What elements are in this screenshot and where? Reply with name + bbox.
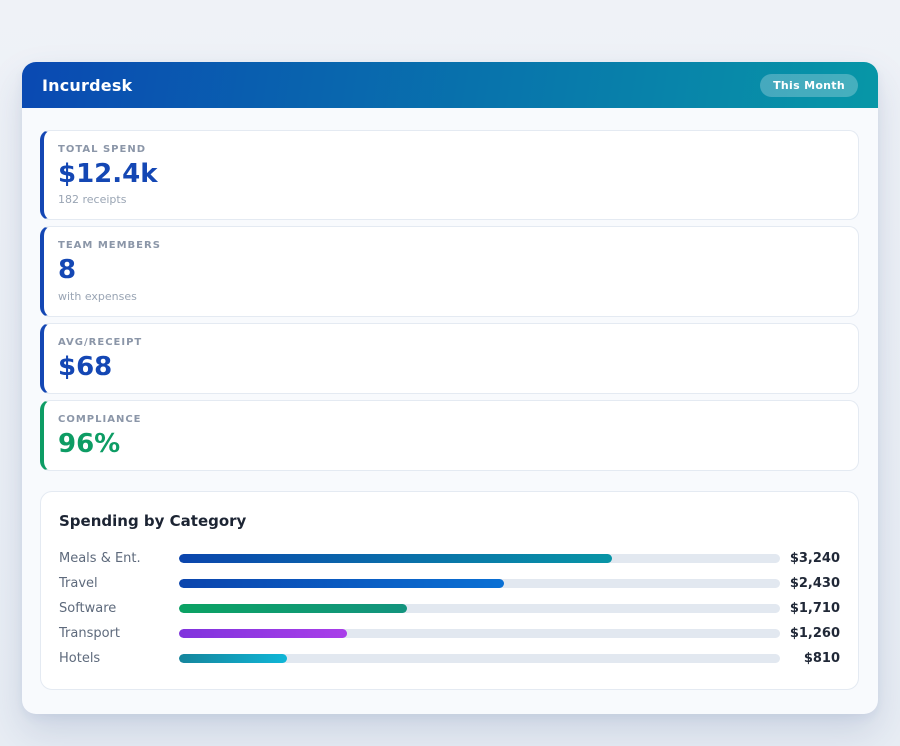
category-row-software: Software $1,710 [59,596,840,621]
category-bar-track [179,554,780,564]
category-bar-fill [179,629,348,639]
category-label: Hotels [59,651,101,667]
spending-by-category-card: Spending by Category Meals & Ent. $3,240… [40,491,859,691]
category-label: Transport [59,626,121,642]
category-bar-track [179,579,780,589]
category-value: $2,430 [789,576,840,592]
category-bar-track [179,604,780,614]
incurdesk-dashboard: Incurdesk This Month TOTAL SPEND $12.4k … [22,62,878,715]
category-row-hotels: Hotels $810 [59,646,840,671]
category-label: Meals & Ent. [59,551,141,567]
category-bar-fill [179,579,504,589]
category-label: Travel [59,576,98,592]
stat-subtext: 182 receipts [58,193,127,207]
stat-label: AVG/RECEIPT [58,336,143,348]
category-label: Software [59,601,117,617]
chart-title: Spending by Category [59,512,247,531]
category-value: $1,710 [789,601,840,617]
category-bar-track [179,629,780,639]
dashboard-content: TOTAL SPEND $12.4k 182 receipts TEAM MEM… [22,108,878,714]
category-row-meals: Meals & Ent. $3,240 [59,546,840,571]
stat-subtext: with expenses [58,289,137,303]
category-value: $1,260 [789,626,840,642]
stat-card-compliance: COMPLIANCE 96% [40,399,859,472]
stat-value: 8 [58,255,77,286]
stat-card-avg-receipt: AVG/RECEIPT $68 [40,322,859,394]
stat-value: $12.4k [58,159,158,189]
period-badge[interactable]: This Month [760,73,858,97]
stat-value: 96% [58,428,121,459]
category-bar-fill [179,604,408,614]
category-row-travel: Travel $2,430 [59,571,840,596]
category-bar-fill [179,554,612,564]
category-value: $810 [803,651,840,667]
category-bar-track [179,654,780,664]
stat-card-team-members: TEAM MEMBERS 8 with expenses [40,226,859,317]
category-bar-fill [179,654,288,664]
app-header: Incurdesk This Month [22,62,878,108]
stat-label: COMPLIANCE [58,413,142,425]
category-row-transport: Transport $1,260 [59,621,840,646]
category-value: $3,240 [789,551,840,567]
app-title: Incurdesk [42,75,133,95]
stat-value: $68 [58,351,113,382]
stat-label: TOTAL SPEND [58,144,146,155]
stat-label: TEAM MEMBERS [58,240,161,252]
stat-card-total-spend: TOTAL SPEND $12.4k 182 receipts [40,130,859,221]
